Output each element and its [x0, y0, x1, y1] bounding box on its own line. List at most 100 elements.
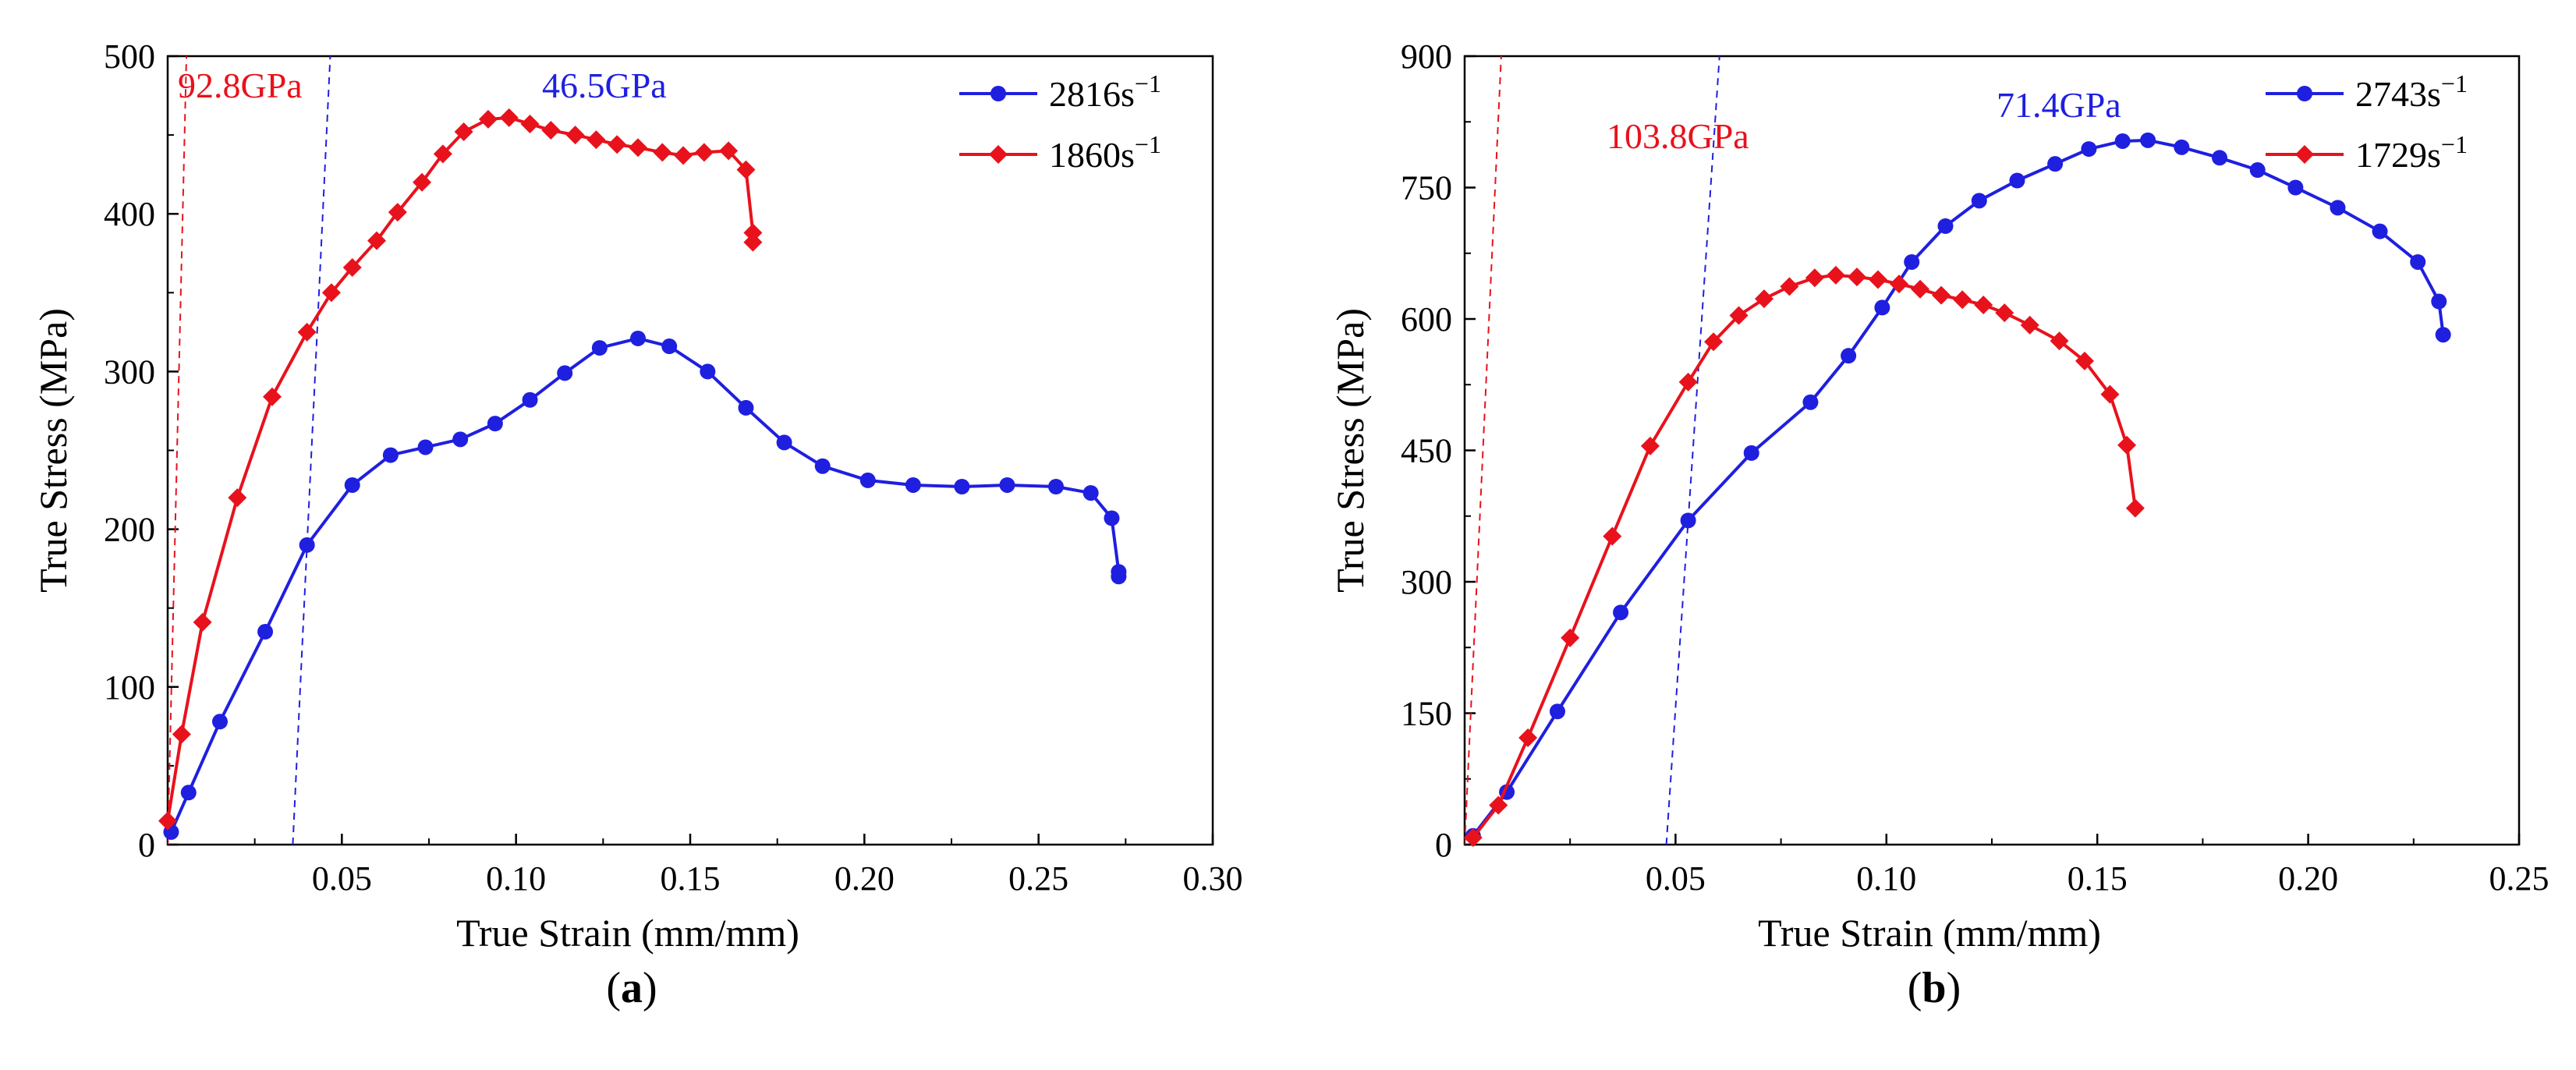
data-point — [263, 387, 282, 406]
data-point — [629, 138, 647, 158]
data-point — [1937, 218, 1954, 234]
modulus-annotation: 71.4GPa — [1997, 85, 2121, 125]
data-point — [743, 232, 763, 252]
data-point — [1048, 479, 1064, 495]
data-point — [2287, 179, 2304, 196]
data-point — [2009, 172, 2025, 189]
data-point — [1754, 289, 1773, 309]
data-point — [499, 108, 519, 127]
x-tick-label: 0.25 — [2489, 859, 2549, 898]
data-point — [999, 477, 1015, 493]
data-point — [1890, 275, 1909, 294]
modulus-line — [1665, 56, 1720, 845]
data-point — [417, 439, 434, 455]
data-point — [367, 231, 386, 250]
x-tick-label: 0.25 — [1008, 859, 1068, 898]
series-line-1 — [166, 115, 755, 821]
data-point — [452, 431, 469, 448]
data-point — [1640, 436, 1660, 455]
y-tick-label: 0 — [1435, 826, 1452, 864]
data-point — [180, 785, 197, 801]
series-line-0 — [169, 336, 1121, 833]
data-point — [388, 203, 407, 222]
data-point — [2081, 141, 2097, 158]
data-point — [1729, 306, 1749, 325]
data-point — [1995, 303, 2014, 323]
data-point — [1111, 569, 1127, 585]
data-point — [1561, 628, 1580, 647]
x-tick-label: 0.05 — [312, 859, 372, 898]
data-point — [2114, 133, 2131, 149]
panel-label: (a) — [606, 964, 657, 1012]
modulus-annotation: 103.8GPa — [1607, 116, 1749, 156]
data-point — [653, 143, 672, 162]
legend-label: 2816s−1 — [1049, 69, 1161, 114]
data-point — [608, 135, 627, 154]
data-point — [193, 612, 212, 632]
modulus-line — [1465, 56, 1502, 845]
data-point — [700, 363, 716, 380]
data-point — [382, 447, 399, 463]
data-point — [565, 126, 585, 145]
data-point — [2435, 327, 2451, 343]
y-tick-label: 600 — [1401, 300, 1452, 338]
x-tick-label: 0.10 — [1856, 859, 1916, 898]
data-point — [1802, 394, 1819, 410]
x-tick-label: 0.30 — [1183, 859, 1243, 898]
legend-label: 2743s−1 — [2355, 69, 2468, 114]
data-point — [2050, 331, 2069, 351]
data-point — [814, 458, 831, 474]
data-point — [591, 340, 608, 356]
y-tick-label: 900 — [1401, 37, 1452, 76]
modulus-annotation: 46.5GPa — [542, 66, 667, 105]
data-point — [905, 477, 921, 493]
data-point — [541, 121, 561, 140]
data-point — [743, 223, 763, 243]
data-point — [2410, 253, 2426, 270]
data-point — [1841, 348, 1857, 364]
data-point — [228, 488, 247, 508]
y-axis-title: True Stress (MPa) — [1328, 308, 1372, 593]
data-point — [321, 283, 341, 303]
data-point — [520, 114, 540, 133]
data-point — [487, 416, 503, 432]
data-point — [433, 144, 452, 164]
data-point — [297, 322, 317, 342]
data-point — [1603, 526, 1622, 546]
data-point — [1932, 285, 1951, 305]
data-point — [478, 109, 498, 129]
data-point — [2140, 132, 2156, 148]
x-tick-label: 0.15 — [2068, 859, 2128, 898]
legend-marker — [2295, 145, 2314, 164]
data-point — [694, 143, 714, 162]
x-axis-title: True Strain (mm/mm) — [456, 911, 799, 955]
data-point — [2330, 200, 2346, 216]
data-point — [1743, 445, 1759, 461]
data-point — [1974, 296, 1993, 315]
series-line-1 — [1472, 273, 2137, 839]
data-point — [172, 725, 191, 744]
x-axis-title: True Strain (mm/mm) — [1758, 911, 2101, 955]
data-point — [2075, 351, 2094, 370]
data-point — [2020, 315, 2039, 335]
y-tick-label: 750 — [1401, 169, 1452, 207]
y-tick-label: 100 — [104, 668, 155, 707]
data-point — [557, 365, 573, 381]
data-point — [1874, 299, 1890, 316]
y-tick-label: 500 — [104, 37, 155, 76]
data-point — [158, 811, 177, 831]
y-axis-title: True Stress (MPa) — [31, 308, 75, 593]
series-line-0 — [1472, 138, 2445, 837]
x-tick-label: 0.20 — [2278, 859, 2338, 898]
data-point — [1704, 332, 1724, 352]
data-point — [630, 330, 646, 346]
data-point — [413, 172, 432, 192]
data-point — [2100, 384, 2120, 404]
data-point — [522, 392, 538, 408]
data-point — [1518, 728, 1538, 747]
data-point — [661, 338, 678, 355]
data-point — [2117, 435, 2137, 455]
legend-marker — [990, 86, 1006, 101]
data-point — [954, 479, 970, 495]
